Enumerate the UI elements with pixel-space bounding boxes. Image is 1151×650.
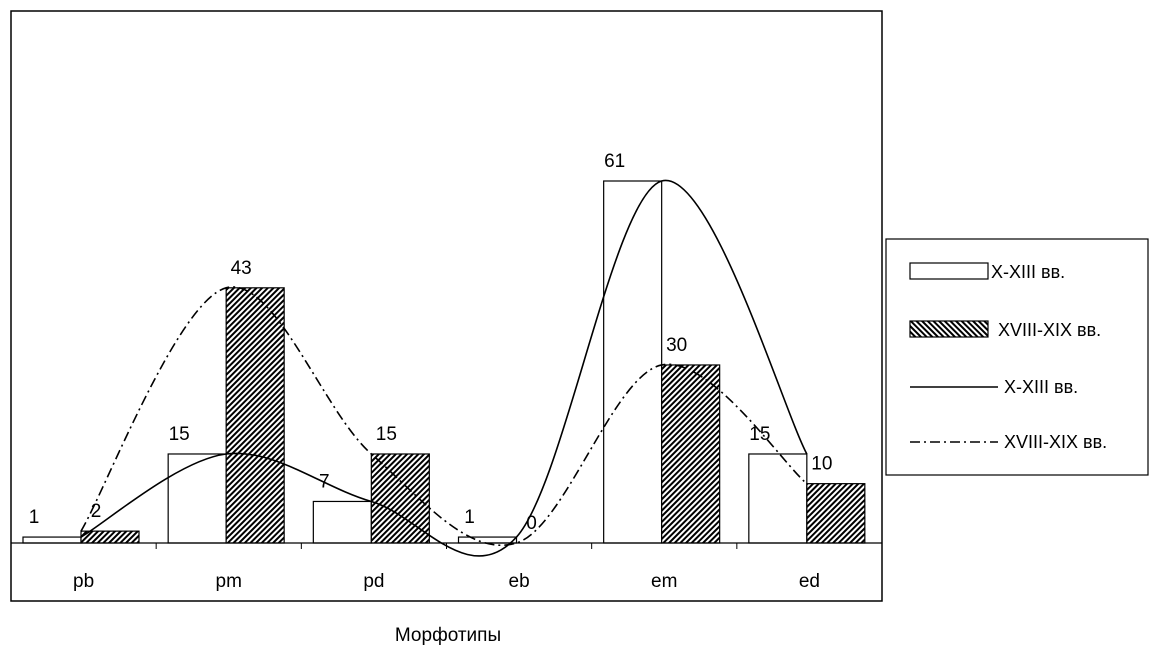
value-label-xviii-xix-pb: 2 (91, 501, 102, 522)
bar-xviii-xix-em (661, 364, 721, 544)
bar-x-xiii-em (603, 180, 663, 544)
category-labels: pb pm pd eb em ed (73, 571, 820, 592)
value-label-x-xiii-ed: 15 (749, 424, 770, 445)
plot-area (10, 10, 883, 602)
category-label-eb: eb (509, 571, 530, 592)
x-ticks (155, 543, 738, 549)
value-label-xviii-xix-pd: 15 (376, 424, 397, 445)
legend-label-bar-x-xiii: X-XIII вв. (991, 262, 1065, 282)
legend-label-line-xviii-xix: XVIII-XIX вв. (1004, 432, 1107, 452)
bar-x-xiii-ed (748, 453, 808, 544)
bar-xviii-xix-ed (806, 483, 866, 544)
bar-xviii-xix-pm (225, 287, 285, 544)
bars (22, 180, 866, 544)
legend-label-line-x-xiii: X-XIII вв. (1004, 377, 1078, 397)
value-label-x-xiii-pd: 7 (319, 471, 330, 492)
line-x-xiii (80, 180, 808, 557)
category-label-em: em (651, 571, 677, 592)
line-xviii-xix (80, 286, 808, 546)
value-label-xviii-xix-em: 30 (666, 335, 687, 356)
value-label-x-xiii-eb: 1 (464, 507, 475, 528)
x-axis-title: Морфотипы (395, 625, 501, 646)
legend: X-XIII вв. XVIII-XIX вв. X-XIII вв. XVII… (885, 238, 1149, 476)
bar-x-xiii-pd (312, 500, 372, 544)
bar-x-xiii-pm (167, 453, 227, 544)
legend-swatch-bar-x-xiii (909, 262, 989, 280)
category-label-ed: ed (799, 571, 820, 592)
bar-x-xiii-pb (22, 536, 82, 544)
category-label-pb: pb (73, 571, 94, 592)
bar-xviii-xix-pb (80, 530, 140, 544)
category-label-pm: pm (216, 571, 242, 592)
value-label-x-xiii-pb: 1 (29, 507, 40, 528)
value-label-xviii-xix-ed: 10 (811, 454, 832, 475)
bar-x-xiii-eb (457, 536, 518, 544)
value-label-xviii-xix-eb: 0 (526, 513, 537, 534)
value-label-x-xiii-pm: 15 (169, 424, 190, 445)
value-label-xviii-xix-pm: 43 (231, 258, 252, 279)
category-label-pd: pd (363, 571, 384, 592)
value-label-x-xiii-em: 61 (604, 151, 625, 172)
legend-label-bar-xviii-xix: XVIII-XIX вв. (998, 320, 1101, 340)
curves (80, 180, 808, 557)
legend-swatch-bar-xviii-xix (909, 320, 989, 338)
